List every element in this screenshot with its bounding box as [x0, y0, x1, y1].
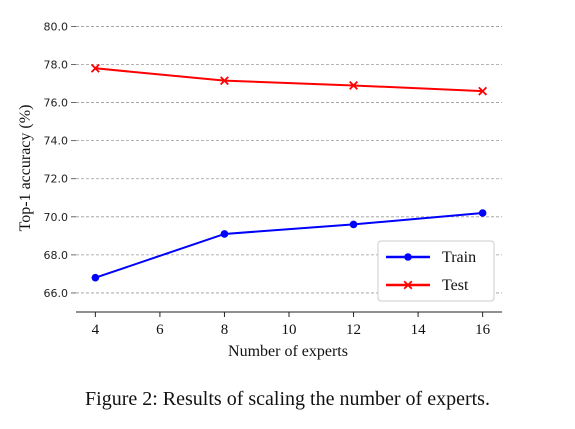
x-tick-label: 4	[92, 322, 100, 338]
y-axis-ticks: 66.0 68.0 70.0 72.0 74.0 76.0 78.0 80.0	[44, 20, 76, 300]
test-point	[90, 63, 100, 73]
y-tick-label: 70.0	[44, 211, 69, 224]
y-tick-label: 66.0	[44, 287, 69, 300]
train-point	[91, 273, 100, 282]
x-tick-label: 8	[221, 322, 229, 338]
series-test	[90, 63, 488, 96]
y-tick-label: 72.0	[44, 173, 69, 186]
y-tick-label: 76.0	[44, 97, 69, 110]
train-point	[478, 209, 487, 217]
train-point	[349, 220, 358, 229]
y-tick-label: 78.0	[44, 59, 69, 72]
test-line	[95, 67, 483, 93]
legend-marker	[403, 280, 413, 290]
y-axis-label: Top-1 accuracy (%)	[17, 105, 34, 232]
x-tick-label: 14	[411, 322, 427, 338]
grid-lines	[76, 26, 502, 294]
x-axis: 4 6 8 10 12 14 16	[76, 311, 502, 338]
x-axis-label: Number of experts	[228, 343, 348, 360]
y-tick-label: 74.0	[44, 135, 69, 148]
legend-item-test: Test	[386, 277, 469, 294]
test-point	[478, 86, 488, 96]
y-tick-label: 68.0	[44, 249, 69, 262]
y-tick-label: 80.0	[44, 20, 69, 33]
x-tick-label: 12	[346, 322, 361, 338]
legend-item-train: Train	[386, 249, 476, 266]
test-point	[220, 76, 229, 86]
legend-label: Test	[442, 277, 469, 294]
series-lines	[90, 63, 488, 282]
figure-caption: Figure 2: Results of scaling the number …	[85, 388, 490, 410]
chart: 66.0 68.0 70.0 72.0 74.0 76.0 78.0 80.0 4 6 8 10 12…	[17, 20, 502, 360]
series-train	[91, 209, 487, 282]
legend-label: Train	[442, 249, 476, 266]
legend-marker	[404, 253, 412, 261]
train-point	[220, 230, 229, 238]
legend-box	[377, 240, 495, 302]
train-line	[95, 212, 483, 279]
x-tick-label: 16	[475, 322, 491, 338]
x-tick-label: 10	[282, 322, 297, 338]
x-tick-label: 6	[156, 322, 164, 338]
test-point	[349, 81, 358, 90]
legend: Train Test	[377, 240, 495, 302]
